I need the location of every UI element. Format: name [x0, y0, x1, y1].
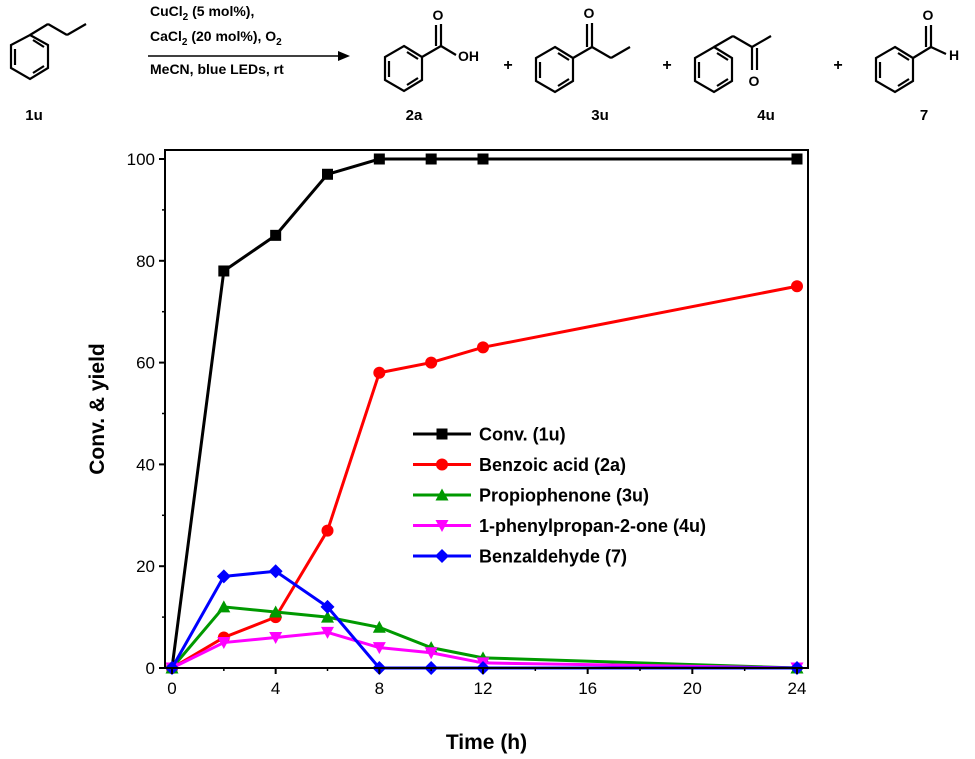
data-point — [477, 341, 489, 354]
legend-label: Propiophenone (3u) — [479, 486, 649, 506]
compound-4u-structure — [693, 35, 772, 94]
atom-label-2a-oh: OH — [458, 48, 479, 64]
data-point — [218, 265, 230, 277]
legend-swatch-marker — [435, 488, 449, 501]
data-point — [321, 524, 334, 537]
series-0 — [166, 153, 803, 674]
atom-label-7-o: O — [923, 7, 934, 23]
legend-label: Benzaldehyde (7) — [479, 547, 627, 567]
data-point — [425, 356, 438, 369]
data-point — [217, 637, 231, 650]
data-point — [217, 600, 231, 613]
x-tick-label: 8 — [375, 679, 384, 698]
compound-label-7: 7 — [920, 107, 928, 124]
axes-layer: 0 20 40 60 80 100 0 4 8 12 16 20 24 Time (h) Conv. & y… — [86, 149, 809, 754]
x-tick-label: 12 — [474, 679, 493, 698]
plus-sign-1: + — [503, 57, 512, 74]
compound-2a-structure — [383, 24, 457, 93]
y-tick-label: 60 — [136, 354, 155, 373]
data-point — [322, 168, 333, 180]
series-line — [171, 284, 798, 670]
legend-label: Conv. (1u) — [479, 425, 566, 445]
compound-3u-structure — [534, 23, 631, 94]
data-point — [424, 647, 438, 660]
data-point — [269, 631, 283, 644]
reagent-line-3: MeCN, blue LEDs, rt — [150, 61, 284, 77]
data-point — [320, 599, 335, 614]
data-point — [791, 280, 803, 293]
y-axis-label: Conv. & yield — [86, 343, 109, 474]
legend-label: Benzoic acid (2a) — [479, 455, 626, 475]
plus-sign-3: + — [833, 57, 842, 74]
x-tick-label: 20 — [683, 679, 702, 698]
data-point — [269, 605, 283, 618]
y-tick-label: 0 — [146, 659, 155, 678]
atom-label-7-h: H — [949, 47, 959, 63]
y-tick-label: 80 — [136, 252, 155, 271]
series-line — [170, 157, 797, 669]
y-tick-label: 40 — [136, 455, 155, 474]
series-line — [171, 630, 798, 670]
atom-label-2a-carbonyl-o: O — [433, 7, 444, 23]
atom-label-4u-o: O — [749, 73, 760, 89]
legend-swatch-marker — [436, 458, 448, 471]
x-tick-label: 4 — [271, 679, 280, 698]
compound-label-1u: 1u — [25, 107, 43, 124]
compound-1u-structure — [9, 23, 87, 81]
series-line — [170, 605, 798, 670]
legend-swatch-marker — [435, 520, 449, 532]
x-tick-label: 0 — [167, 679, 176, 698]
reagent-line-1: CuCl2 (5 mol%), — [150, 3, 254, 23]
data-point — [373, 153, 385, 165]
data-point — [216, 569, 231, 584]
data-point — [791, 153, 803, 165]
series-layer — [165, 153, 804, 675]
data-point — [372, 642, 386, 655]
data-point — [372, 620, 386, 633]
y-tick-label: 20 — [136, 557, 155, 576]
atom-label-3u-o: O — [584, 5, 595, 21]
plus-sign-2: + — [662, 57, 671, 74]
compound-7-structure — [874, 25, 947, 94]
y-tick-label: 100 — [127, 150, 155, 169]
series-1 — [166, 280, 803, 674]
x-tick-label: 24 — [788, 679, 807, 698]
legend-label: 1-phenylpropan-2-one (4u) — [479, 516, 706, 536]
reagent-line-2: CaCl2 (20 mol%), O2 — [150, 28, 282, 48]
x-axis-label: Time (h) — [446, 731, 527, 754]
compound-label-3u: 3u — [591, 107, 609, 124]
compound-label-4u: 4u — [757, 107, 775, 124]
x-tick-label: 16 — [578, 679, 597, 698]
plot-frame — [164, 149, 809, 669]
legend-entry-4: Benzaldehyde (7) — [413, 547, 627, 567]
data-point — [270, 229, 282, 241]
legend-entry-3: 1-phenylpropan-2-one (4u) — [413, 516, 706, 536]
reaction-scheme: 1u CuCl2 (5 mol%), CaCl2 (20 mol%), O2 M… — [9, 3, 959, 124]
legend: Conv. (1u) Benzoic acid (2a) Propiophenone… — [413, 425, 706, 567]
data-point — [321, 610, 334, 623]
legend-swatch-marker — [435, 549, 449, 563]
legend-entry-1: Benzoic acid (2a) — [413, 455, 626, 475]
legend-entry-0: Conv. (1u) — [413, 425, 566, 445]
data-point — [373, 366, 386, 379]
data-point — [321, 626, 334, 639]
compound-label-2a: 2a — [406, 107, 423, 124]
legend-swatch-marker — [436, 428, 448, 440]
data-point — [268, 564, 283, 579]
reaction-arrow — [148, 51, 350, 61]
data-point — [477, 153, 489, 165]
legend-entry-2: Propiophenone (3u) — [413, 486, 649, 506]
data-point — [425, 153, 437, 165]
